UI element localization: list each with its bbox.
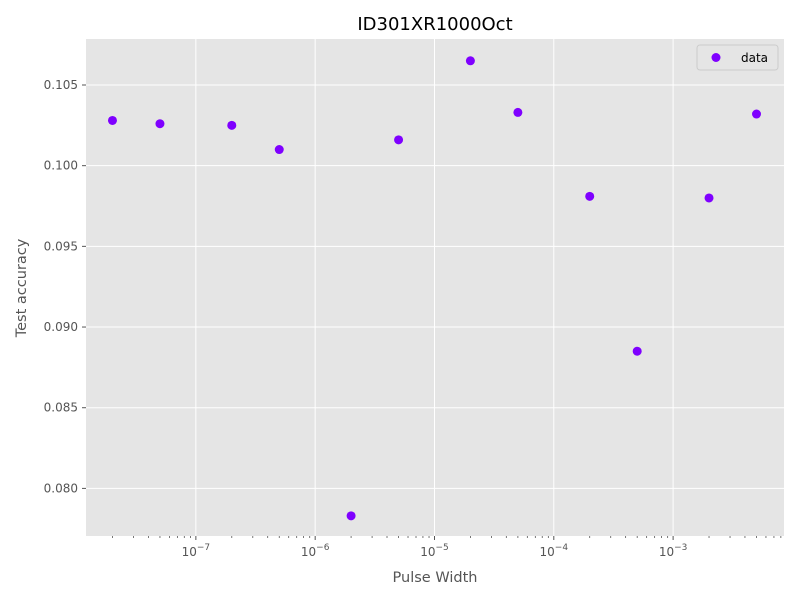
y-tick-label: 0.095	[44, 239, 78, 253]
y-tick-label: 0.085	[44, 401, 78, 415]
data-point	[752, 109, 762, 119]
legend-box	[696, 44, 779, 71]
data-point	[155, 119, 165, 129]
x-tick-label: 10−3	[659, 543, 688, 559]
x-axis-label: Pulse Width	[393, 570, 478, 586]
data-point	[465, 56, 475, 66]
x-tick-label: 10−6	[301, 543, 330, 559]
y-tick-label: 0.100	[44, 159, 78, 173]
data-points	[107, 56, 762, 521]
data-point	[107, 115, 117, 125]
data-point	[346, 511, 356, 521]
y-axis-ticks: 0.080 0.085 0.090 0.095 0.100 0.105	[44, 78, 86, 495]
legend-entry-data: data	[741, 51, 768, 65]
data-point	[274, 145, 284, 155]
y-tick-label: 0.105	[44, 78, 78, 92]
plot-area	[86, 39, 784, 536]
data-point	[704, 193, 714, 203]
x-tick-label: 10−4	[540, 543, 569, 559]
x-tick-label: 10−5	[420, 543, 449, 559]
x-tick-label: 10−7	[182, 543, 211, 559]
grid-lines	[86, 39, 784, 536]
data-point	[227, 120, 237, 130]
y-tick-label: 0.090	[44, 320, 78, 334]
y-axis-label: Test accuracy	[14, 238, 30, 338]
data-point	[513, 107, 523, 117]
x-minor-ticks	[112, 536, 782, 538]
data-point	[394, 135, 404, 145]
chart-title: ID301XR1000Oct	[357, 14, 512, 35]
x-axis-ticks: 10−7 10−6 10−5 10−4 10−3	[182, 536, 688, 559]
legend-marker	[711, 53, 721, 62]
data-point	[585, 191, 595, 201]
data-point	[632, 346, 642, 356]
y-tick-label: 0.080	[44, 481, 78, 495]
legend: data	[696, 44, 779, 71]
